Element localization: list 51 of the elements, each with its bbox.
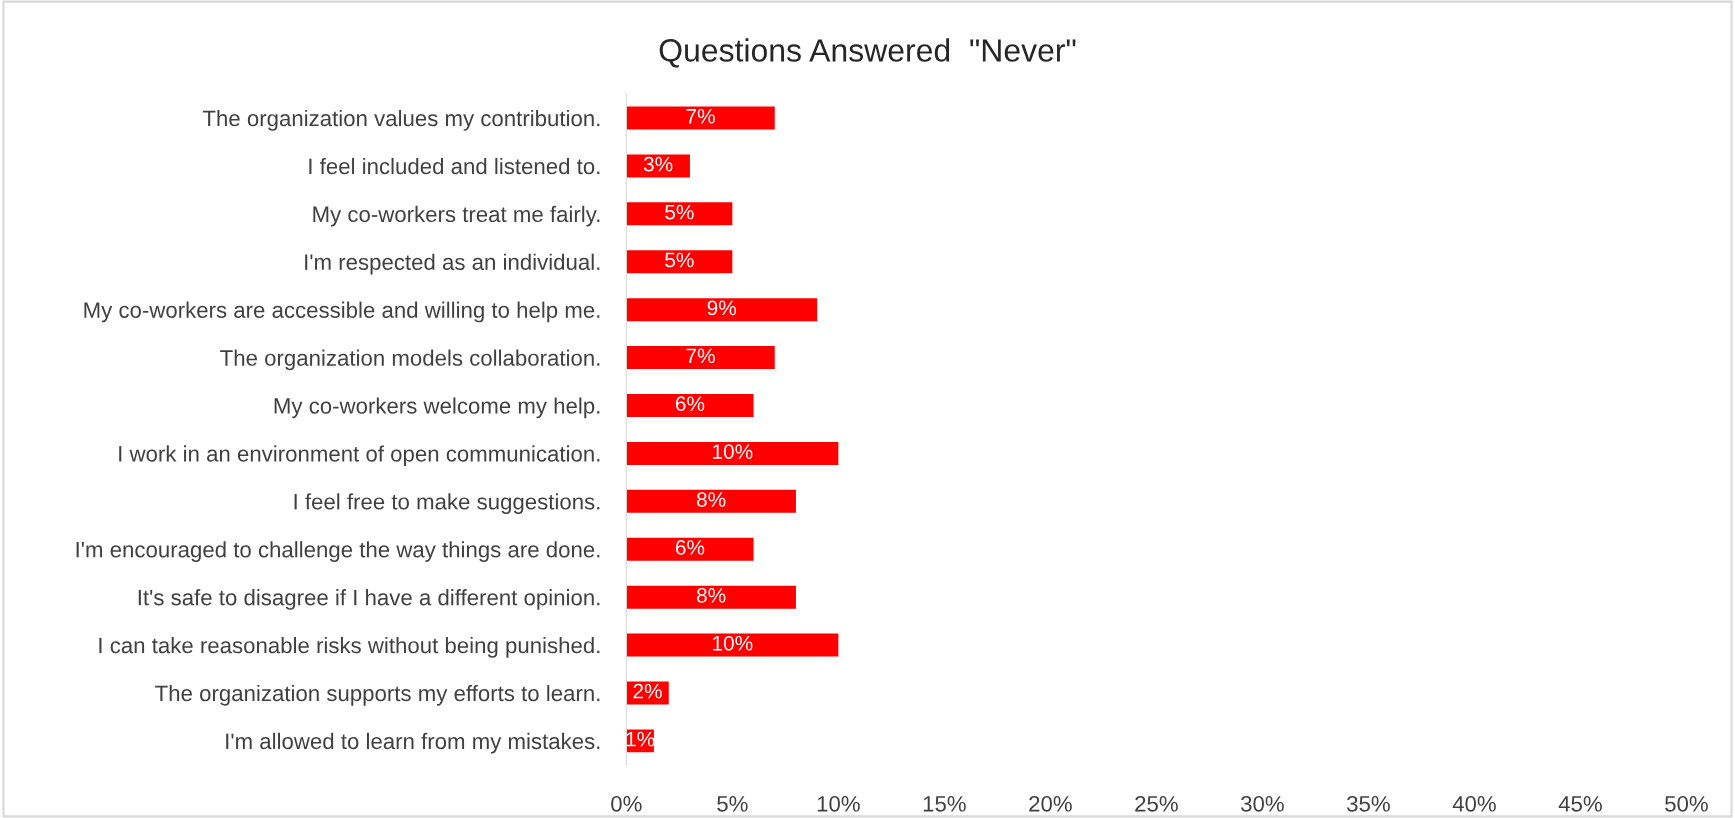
y-tick-label: I feel included and listened to. (309, 157, 600, 175)
data-label: 8% (696, 492, 726, 507)
bar (626, 154, 690, 178)
data-label: 10% (713, 635, 753, 651)
bar (626, 106, 775, 130)
data-label: 7% (686, 108, 715, 124)
data-label: 8% (696, 587, 726, 603)
bar (626, 489, 796, 513)
data-label: 10% (713, 444, 753, 459)
bar (626, 633, 839, 657)
data-label: 6% (675, 396, 705, 412)
y-tick-label: My co-workers welcome my help. (274, 397, 600, 419)
bar (626, 202, 733, 226)
bar (626, 441, 839, 465)
y-tick-label: The organization models collaboration. (220, 349, 600, 371)
y-tick-label: The organization supports my efforts to learn. (155, 684, 600, 706)
y-tick-label: I can take reasonable risks without being punished. (99, 637, 600, 658)
data-label: 5% (665, 204, 694, 220)
bar (626, 298, 818, 322)
x-tick-label: 35% (1347, 795, 1390, 812)
y-tick-label: I'm allowed to learn from my mistakes. (226, 732, 600, 754)
x-tick-label: 30% (1241, 795, 1284, 812)
chart-title: Questions Answered "Never" (659, 38, 1076, 68)
x-tick-label: 25% (1135, 795, 1178, 812)
x-tick-label: 0% (611, 795, 642, 812)
y-tick-label: I'm encouraged to challenge the way things are done. (76, 541, 600, 562)
bar (626, 250, 733, 274)
y-tick-label: My co-workers are accessible and willing to help me. (84, 301, 600, 323)
data-label: 9% (707, 300, 737, 316)
data-label: 7% (686, 348, 715, 364)
y-tick-label: My co-workers treat me fairly. (313, 205, 600, 227)
x-tick-label: 20% (1029, 795, 1072, 812)
data-label: 3% (643, 156, 673, 172)
y-tick-label: It's safe to disagree if I have a different opinion. (138, 589, 600, 610)
bar (626, 585, 796, 609)
y-tick-label: The organization values my contribution. (202, 109, 600, 131)
x-tick-label: 5% (717, 796, 748, 812)
y-tick-label: I feel free to make suggestions. (294, 493, 600, 514)
x-tick-label: 15% (923, 796, 966, 812)
x-tick-label: 10% (817, 795, 860, 812)
data-label: 2% (633, 683, 662, 699)
bar (626, 394, 754, 417)
bar (626, 537, 754, 561)
y-tick-label: I work in an environment of open communication. (119, 445, 600, 467)
data-label: 5% (665, 252, 694, 268)
x-tick-label: 50% (1665, 795, 1708, 812)
y-tick-label: I'm respected as an individual. (305, 253, 600, 275)
x-tick-label: 40% (1452, 795, 1496, 812)
data-label: 6% (675, 540, 705, 555)
bar (626, 346, 775, 370)
x-tick-label: 45% (1558, 796, 1602, 812)
